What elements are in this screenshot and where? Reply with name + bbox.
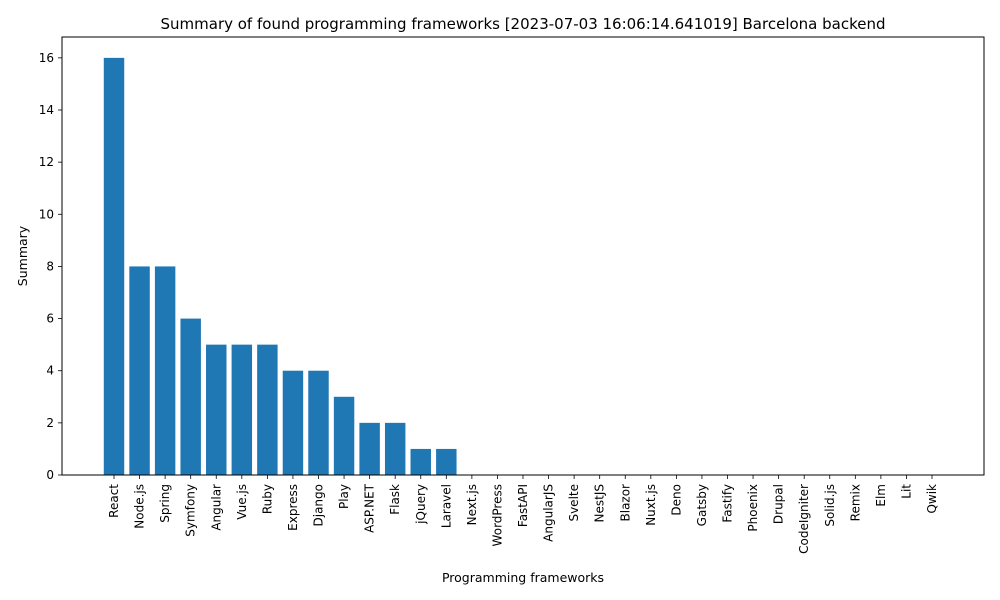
x-tick-label: Spring [158,484,172,523]
bar-asp-net [359,422,380,475]
x-tick-label: CodeIgniter [797,484,811,554]
x-tick-label: Solid.js [823,484,837,527]
bar-react [103,57,125,476]
bars-layer [103,57,457,476]
bar-symfony [180,318,201,475]
x-tick-label: Ruby [260,484,274,514]
y-tick-label: 16 [39,51,54,65]
x-tick-label: ASP.NET [363,483,377,533]
x-tick-label: WordPress [490,484,504,546]
x-tick-label: Flask [388,484,402,515]
x-tick-label: Vue.js [235,484,249,520]
x-tick-label: Svelte [567,484,581,522]
x-tick-label: Express [286,484,300,531]
y-tick-label: 10 [39,207,54,221]
bar-django [308,370,329,475]
bar-angular [206,344,227,475]
x-tick-label: Symfony [184,484,198,537]
x-axis-label: Programming frameworks [442,570,604,585]
y-tick-label: 0 [46,468,54,482]
x-tick-label: NestJS [593,484,607,522]
x-tick-label: Drupal [772,484,786,524]
y-axis-ticks: 0 2 4 6 8 10 12 14 16 [39,51,62,482]
x-tick-label: React [107,484,121,518]
y-tick-label: 8 [46,259,54,273]
x-tick-label: jQuery [414,484,428,525]
x-tick-label: FastAPI [516,484,530,527]
bar-spring [154,266,176,475]
x-tick-label: Deno [669,484,683,516]
x-tick-label: Angular [209,484,223,531]
x-tick-label: Remix [848,484,862,521]
x-tick-label: Lit [899,484,913,499]
bar-jquery [410,448,431,475]
bar-play [333,396,355,475]
y-tick-label: 14 [39,103,54,117]
x-tick-label: Phoenix [746,484,760,532]
y-tick-label: 6 [46,312,54,326]
x-axis-ticks: React Node.js Spring Symfony Angular Vue.js Ru… [107,475,939,554]
y-axis-label: Summary [15,225,30,286]
x-tick-label: Play [337,484,351,509]
x-tick-label: Fastify [721,484,735,523]
x-tick-label: Gatsby [695,484,709,526]
bar-vue-js [231,344,253,475]
bar-express [282,370,304,475]
y-tick-label: 4 [46,364,54,378]
chart-title: Summary of found programming frameworks … [161,15,886,33]
x-tick-label: Node.js [133,484,147,529]
x-tick-label: Nuxt.js [644,484,658,526]
bar-node-js [129,266,150,475]
x-tick-label: Django [312,484,326,527]
y-tick-label: 2 [46,416,54,430]
bar-ruby [257,344,278,475]
x-tick-label: Blazor [618,484,632,522]
bar-laravel [436,448,457,475]
y-tick-label: 12 [39,155,54,169]
x-tick-label: AngularJS [542,484,556,542]
x-tick-label: Laravel [439,484,453,528]
bar-flask [384,422,406,475]
plot-frame [61,36,985,476]
x-tick-label: Next.js [465,484,479,525]
x-tick-label: Qwik [925,484,939,514]
x-tick-label: Elm [874,484,888,507]
